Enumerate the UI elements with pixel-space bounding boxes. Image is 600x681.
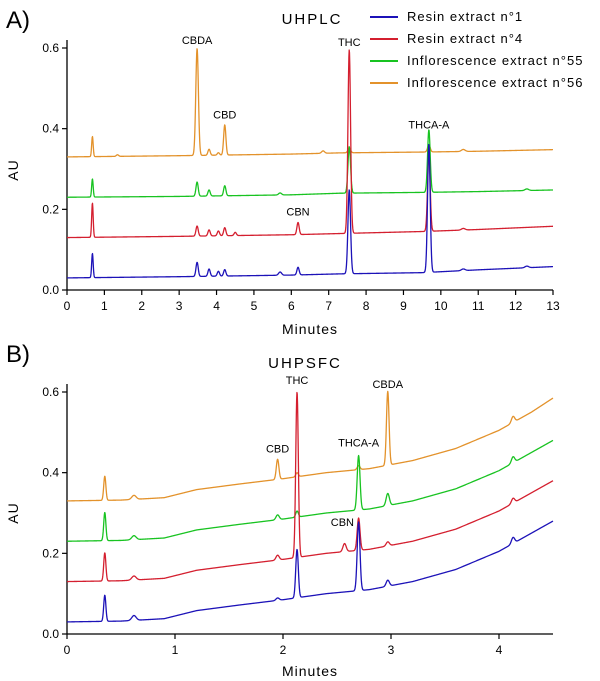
peak-label: THCA-A <box>408 120 450 132</box>
peak-label: CBN <box>286 206 309 218</box>
uhpsfc-panel: B) UHPSFC 0.0 0.2 0.4 0.6 0 1 2 3 4 Minutes AU CBD THC… <box>5 341 554 679</box>
peak-label: CBDA <box>182 35 213 47</box>
x-tick-label: 12 <box>509 299 523 313</box>
panel-letter: B) <box>6 341 30 368</box>
trace-series-0 <box>66 520 554 623</box>
y-axis-title: AU <box>5 502 21 523</box>
y-tick-label: 0.6 <box>42 41 59 55</box>
legend-label: Inflorescence extract n°56 <box>407 75 583 90</box>
trace-series-0 <box>66 143 554 279</box>
y-tick-label: 0.4 <box>42 122 59 136</box>
peak-label: CBDA <box>372 379 403 391</box>
x-tick-label: 9 <box>400 299 407 313</box>
y-tick-label: 0.2 <box>42 202 59 216</box>
x-tick-label: 4 <box>496 643 503 657</box>
peak-label: THC <box>338 37 361 49</box>
x-tick-label: 8 <box>363 299 370 313</box>
x-tick-label: 3 <box>176 299 183 313</box>
y-tick-label: 0.4 <box>42 466 59 480</box>
y-tick-label: 0.6 <box>42 385 59 399</box>
peak-label: CBD <box>213 110 236 122</box>
legend-label: Resin extract n°1 <box>407 9 523 24</box>
y-axis-title: AU <box>5 159 21 180</box>
x-tick-label: 5 <box>251 299 258 313</box>
x-tick-label: 7 <box>325 299 332 313</box>
x-tick-label: 2 <box>138 299 145 313</box>
peak-label: CBN <box>331 517 354 529</box>
trace-series-1 <box>66 391 554 583</box>
trace-series-2 <box>66 439 554 542</box>
trace-series-3 <box>66 390 554 502</box>
legend-label: Resin extract n°4 <box>407 31 523 46</box>
y-tick-label: 0.0 <box>42 283 59 297</box>
x-tick-label: 3 <box>388 643 395 657</box>
peak-label: CBD <box>266 444 289 456</box>
x-tick-label: 11 <box>472 299 485 313</box>
y-tick-label: 0.0 <box>42 627 59 641</box>
chart-title: UHPLC <box>282 11 343 28</box>
legend-label: Inflorescence extract n°55 <box>407 53 583 68</box>
peak-label: THCA-A <box>338 437 380 449</box>
peak-label: THC <box>286 375 309 387</box>
y-tick-label: 0.2 <box>42 546 59 560</box>
x-tick-label: 0 <box>64 643 71 657</box>
x-tick-label: 1 <box>101 299 108 313</box>
x-tick-label: 13 <box>546 299 560 313</box>
x-tick-label: 1 <box>172 643 179 657</box>
chart-title: UHPSFC <box>268 355 342 372</box>
x-tick-label: 2 <box>280 643 287 657</box>
legend: Resin extract n°1 Resin extract n°4 Inflor… <box>370 9 583 90</box>
x-axis-title: Minutes <box>282 663 338 679</box>
x-tick-label: 6 <box>288 299 295 313</box>
x-tick-label: 10 <box>434 299 448 313</box>
x-tick-label: 4 <box>213 299 220 313</box>
trace-series-3 <box>66 48 554 158</box>
x-tick-label: 0 <box>64 299 71 313</box>
panel-letter: A) <box>6 7 30 34</box>
trace-series-2 <box>66 129 554 198</box>
trace-series-1 <box>66 49 554 239</box>
x-axis-title: Minutes <box>282 321 338 337</box>
